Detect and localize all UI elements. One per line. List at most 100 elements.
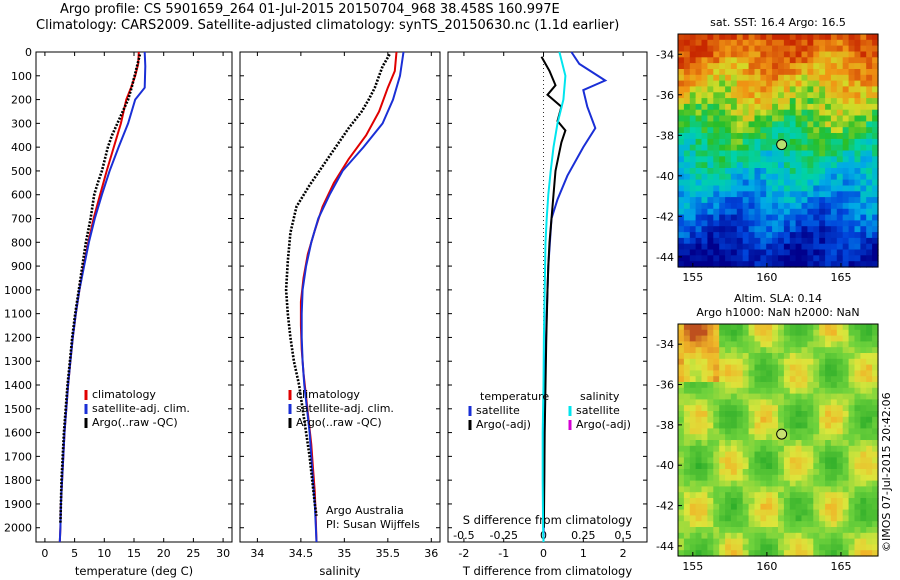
sla-map-cell [813, 498, 820, 505]
sst-map-cell [695, 185, 703, 192]
sla-map-cell [789, 463, 797, 470]
sst-map-cell [778, 80, 785, 87]
sla-map-cell [719, 469, 726, 476]
sla-map-cell [719, 457, 726, 464]
sla-map-cell [872, 335, 879, 342]
sla-map-cell [689, 382, 697, 389]
sst-map-cell [719, 202, 726, 210]
sla-map-cell [866, 416, 873, 424]
sst-map-cell [789, 109, 797, 117]
sla-map-cell [760, 376, 767, 383]
sla-map-cell [701, 405, 708, 412]
sst-map-cell [736, 57, 744, 64]
sst-map-cell [778, 232, 785, 239]
sst-map-cell [807, 156, 814, 163]
sla-map-cell [730, 387, 738, 395]
sst-map-cell [678, 92, 685, 99]
sst-map-cell [701, 34, 708, 41]
sla-map-cell [725, 422, 732, 429]
sst-map-cell [813, 156, 820, 163]
sst-map-cell [813, 63, 820, 70]
sla-map-cell [842, 405, 850, 412]
sst-map-cell [725, 179, 732, 186]
sst-map-cell [813, 138, 820, 146]
sst-map-cell [813, 121, 820, 128]
sla-map-cell [748, 416, 756, 424]
sst-map-cell [736, 98, 744, 105]
sla-map-cell [842, 382, 850, 389]
sst-map-cell [772, 80, 779, 87]
sst-map-cell [713, 144, 720, 152]
sla-map-cell [801, 451, 808, 458]
sst-map-cell [678, 173, 685, 181]
sst-map-cell [689, 255, 697, 262]
sla-map-cell [689, 428, 697, 435]
sla-map-cell [854, 440, 861, 447]
sst-map-cell [707, 185, 714, 192]
sst-map-cell [783, 74, 791, 82]
sst-map-cell [701, 80, 708, 87]
sla-map-cell [707, 358, 714, 366]
sst-map-cell [713, 232, 720, 239]
sla-map-cell [778, 353, 785, 360]
sla-map-cell [701, 480, 708, 487]
sla-map-cell [772, 509, 779, 516]
sla-map-cell [860, 515, 867, 522]
sla-map-cell [795, 527, 803, 534]
sst-map-cell [860, 115, 867, 122]
sla-map-cell [730, 347, 738, 354]
sla-map-cell [678, 335, 685, 342]
sst-map-cell [742, 39, 750, 47]
sla-map-cell [825, 544, 832, 551]
sla-map-cell [860, 445, 867, 453]
depth-tick-label: 1700 [4, 450, 32, 463]
sla-map-cell [719, 370, 726, 377]
sst-map-cell [730, 80, 738, 87]
sst-map-cell [825, 109, 832, 117]
sst-map-cell [730, 74, 738, 82]
sla-map-cell [730, 358, 738, 366]
sla-map-cell [830, 335, 838, 342]
sst-map-cell [719, 197, 726, 204]
sst-map-cell [789, 214, 797, 221]
sst-map-cell [854, 249, 861, 256]
sla-map-cell [866, 353, 873, 360]
temperature-xtick-label: 10 [97, 547, 111, 560]
sst-map-cell [848, 191, 856, 198]
sla-map-cell [778, 405, 785, 412]
sst-map-cell [736, 249, 744, 256]
sla-map-cell [678, 393, 685, 400]
sla-map-cell [854, 382, 861, 389]
sla-map-cell [866, 324, 873, 331]
sla-map-cell [830, 440, 838, 447]
sst-map-cell [707, 138, 714, 146]
sla-map-cell [725, 509, 732, 516]
sst-map-cell [695, 173, 703, 181]
sla-map-cell [730, 324, 738, 331]
sla-map-cell [736, 358, 744, 366]
sla-map-cell [713, 469, 720, 476]
sla-map-cell [795, 480, 803, 487]
sst-map-cell [760, 173, 767, 181]
sla-map-cell [748, 521, 756, 528]
sst-map-cell [766, 179, 773, 186]
sst-map-cell [707, 249, 714, 256]
sst-map-cell [713, 74, 720, 82]
sla-map-cell [825, 469, 832, 476]
sst-map-cell [783, 226, 791, 233]
sst-map-cell [772, 261, 779, 268]
sst-map-cell [766, 191, 773, 198]
sla-map-cell [766, 393, 773, 400]
sst-map-cell [783, 185, 791, 192]
sla-map-cell [736, 411, 744, 418]
sla-map-float-marker [776, 428, 788, 440]
sla-map-cell [866, 405, 873, 412]
sla-map-cell [872, 474, 879, 482]
sst-map-cell [742, 127, 750, 134]
sla-map-cell [836, 387, 844, 395]
sla-map-cell [795, 387, 803, 395]
sla-map-cell [707, 498, 714, 505]
sla-map-cell [801, 416, 808, 424]
sst-map-cell [748, 86, 756, 93]
sla-map-cell [701, 538, 708, 545]
